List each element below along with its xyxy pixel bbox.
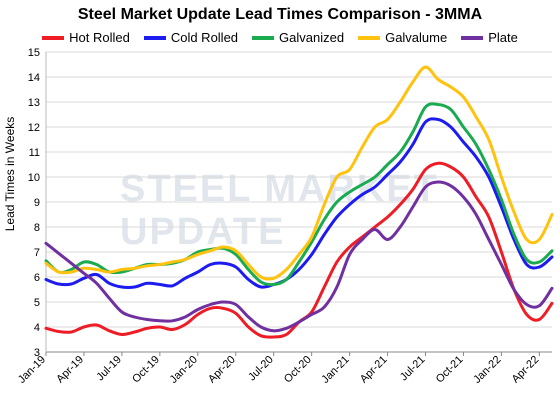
legend-label: Hot Rolled: [69, 30, 130, 45]
legend-item-galvalume: Galvalume: [358, 30, 447, 45]
y-tick-label: 10: [28, 172, 40, 184]
legend-label: Plate: [488, 30, 518, 45]
y-tick-label: 7: [34, 247, 40, 259]
legend-item-cold-rolled: Cold Rolled: [143, 30, 239, 45]
legend-swatch: [143, 35, 166, 40]
legend-item-hot-rolled: Hot Rolled: [42, 30, 130, 45]
y-tick-label: 5: [34, 297, 40, 309]
legend-swatch: [252, 35, 275, 40]
y-tick-label: 12: [28, 122, 40, 134]
x-tick-label: Oct-19: [130, 354, 162, 386]
y-tick-label: 3: [34, 347, 40, 359]
x-tick-label: Apr-22: [510, 354, 542, 386]
x-tick-label: Oct-20: [282, 354, 314, 386]
legend-label: Cold Rolled: [170, 30, 239, 45]
x-tick-label: Jan-22: [471, 354, 503, 386]
y-tick-label: 8: [34, 222, 40, 234]
chart-legend: Hot Rolled Cold Rolled Galvanized Galvalume…: [0, 30, 560, 45]
legend-item-galvanized: Galvanized: [252, 30, 344, 45]
x-tick-label: Oct-21: [434, 354, 466, 386]
y-tick-label: 6: [34, 272, 40, 284]
x-tick-label: Jul-21: [398, 354, 428, 384]
x-tick-label: Jul-19: [94, 354, 124, 384]
x-tick-label: Jul-20: [246, 354, 276, 384]
legend-swatch: [461, 35, 484, 40]
legend-label: Galvalume: [385, 30, 448, 45]
x-tick-label: Apr-21: [358, 354, 390, 386]
y-tick-label: 9: [34, 197, 40, 209]
chart-title: Steel Market Update Lead Times Compariso…: [77, 6, 483, 23]
x-tick-label: Jan-19: [16, 354, 48, 386]
series-line-plate: [44, 180, 554, 333]
y-tick-label: 15: [28, 47, 40, 59]
series-line-galvalume: [44, 65, 554, 281]
series-line-cold-rolled: [44, 117, 554, 289]
x-tick-label: Apr-20: [206, 354, 238, 386]
y-tick-label: 13: [28, 97, 40, 109]
legend-item-plate: Plate: [461, 30, 518, 45]
legend-label: Galvanized: [279, 30, 345, 45]
y-tick-label: 14: [28, 72, 40, 84]
y-tick-label: 11: [29, 147, 40, 159]
x-tick-label: Jan-20: [168, 354, 200, 386]
x-tick-label: Apr-19: [54, 354, 86, 386]
y-tick-label: 4: [34, 322, 40, 334]
legend-swatch: [42, 35, 65, 40]
x-tick-label: Jan-21: [319, 354, 351, 386]
legend-swatch: [358, 35, 381, 40]
